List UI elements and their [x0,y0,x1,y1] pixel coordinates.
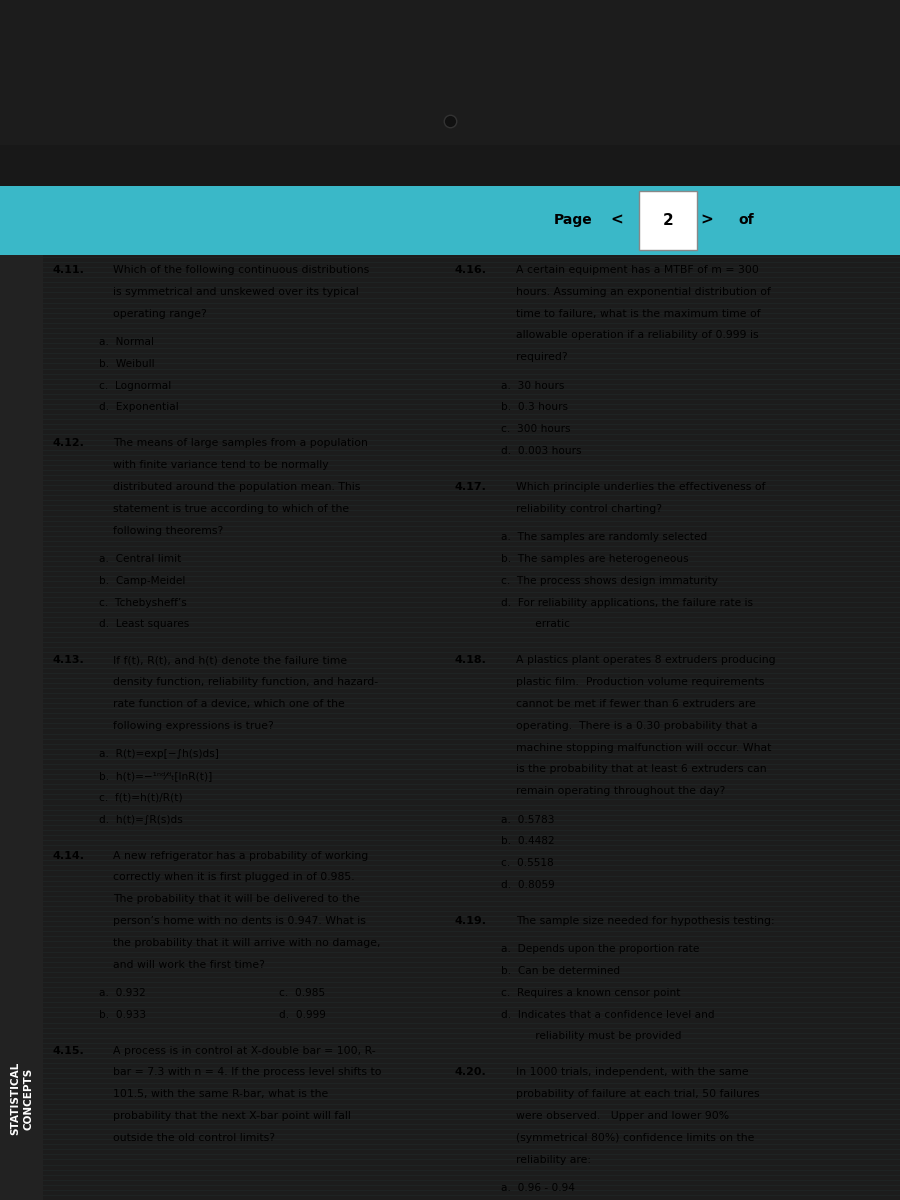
Text: d.  For reliability applications, the failure rate is: d. For reliability applications, the fai… [501,598,753,607]
Text: 4.13.: 4.13. [52,655,84,665]
Text: d.  Exponential: d. Exponential [99,402,179,413]
Text: d.  0.003 hours: d. 0.003 hours [501,446,581,456]
Text: b.  Camp-Meidel: b. Camp-Meidel [99,576,185,586]
Text: time to failure, what is the maximum time of: time to failure, what is the maximum tim… [516,308,760,319]
Text: the probability that it will arrive with no damage,: the probability that it will arrive with… [113,937,381,948]
Text: 4.12.: 4.12. [52,438,84,449]
Text: density function, reliability function, and hazard-: density function, reliability function, … [113,677,379,688]
Text: a.  0.932: a. 0.932 [99,988,146,998]
Text: a.  Normal: a. Normal [99,337,154,347]
Text: operating.  There is a 0.30 probability that a: operating. There is a 0.30 probability t… [516,721,757,731]
Text: is symmetrical and unskewed over its typical: is symmetrical and unskewed over its typ… [113,287,359,296]
Text: b.  0.933: b. 0.933 [99,1009,146,1020]
Text: c.  f(t)=h(t)/R(t): c. f(t)=h(t)/R(t) [99,793,183,803]
Text: probability of failure at each trial, 50 failures: probability of failure at each trial, 50… [516,1090,760,1099]
Text: Which principle underlies the effectiveness of: Which principle underlies the effectiven… [516,482,765,492]
Text: 4.11.: 4.11. [52,265,84,275]
Text: 4.16.: 4.16. [454,265,487,275]
Text: a.  0.96 - 0.94: a. 0.96 - 0.94 [501,1183,575,1193]
Text: reliability control charting?: reliability control charting? [516,504,662,514]
Text: rate function of a device, which one of the: rate function of a device, which one of … [113,698,345,709]
Text: b.  0.4482: b. 0.4482 [501,836,555,846]
Text: following theorems?: following theorems? [113,526,223,535]
Text: remain operating throughout the day?: remain operating throughout the day? [516,786,724,796]
Text: a.  R(t)=exp[−∫h(s)ds]: a. R(t)=exp[−∫h(s)ds] [99,749,219,760]
Text: d.  Least squares: d. Least squares [99,619,189,629]
Text: d.  0.999: d. 0.999 [279,1009,326,1020]
Text: distributed around the population mean. This: distributed around the population mean. … [113,482,361,492]
Text: following expressions is true?: following expressions is true? [113,721,274,731]
Text: >: > [700,212,713,228]
Text: erratic: erratic [515,619,570,629]
Text: 4.17.: 4.17. [454,482,486,492]
Text: d.  0.8059: d. 0.8059 [501,880,555,890]
Text: b.  h(t)=−¹ⁿᵈ⁄ᵈₜ[lnR(t)]: b. h(t)=−¹ⁿᵈ⁄ᵈₜ[lnR(t)] [99,770,212,781]
Text: probability that the next X-bar point will fall: probability that the next X-bar point wi… [113,1111,351,1121]
Text: <: < [610,212,623,228]
Text: If f(t), R(t), and h(t) denote the failure time: If f(t), R(t), and h(t) denote the failu… [113,655,347,665]
Text: person’s home with no dents is 0.947. What is: person’s home with no dents is 0.947. Wh… [113,916,366,926]
Text: were observed.   Upper and lower 90%: were observed. Upper and lower 90% [516,1111,729,1121]
Text: d.  h(t)=∫R(s)ds: d. h(t)=∫R(s)ds [99,815,183,824]
Text: a.  The samples are randomly selected: a. The samples are randomly selected [501,532,707,542]
Text: required?: required? [516,353,567,362]
Text: allowable operation if a reliability of 0.999 is: allowable operation if a reliability of … [516,330,759,341]
Text: Which of the following continuous distributions: Which of the following continuous distri… [113,265,370,275]
Text: The sample size needed for hypothesis testing:: The sample size needed for hypothesis te… [516,916,774,926]
Text: 4.19.: 4.19. [454,916,487,926]
Text: A new refrigerator has a probability of working: A new refrigerator has a probability of … [113,851,369,860]
Text: c.  Tchebysheff’s: c. Tchebysheff’s [99,598,187,607]
Text: plastic film.  Production volume requirements: plastic film. Production volume requirem… [516,677,764,688]
Text: c.  Requires a known censor point: c. Requires a known censor point [501,988,680,998]
Text: a.  Depends upon the proportion rate: a. Depends upon the proportion rate [501,944,699,954]
FancyBboxPatch shape [0,254,43,1200]
Text: A process is in control at X-double bar = 100, R-: A process is in control at X-double bar … [113,1045,376,1056]
Text: A plastics plant operates 8 extruders producing: A plastics plant operates 8 extruders pr… [516,655,775,665]
Text: 4.20.: 4.20. [454,1068,486,1078]
Text: 4.15.: 4.15. [52,1045,84,1056]
Text: with finite variance tend to be normally: with finite variance tend to be normally [113,461,329,470]
Text: reliability must be provided: reliability must be provided [515,1032,681,1042]
Text: a.  Central limit: a. Central limit [99,554,182,564]
Text: 4.14.: 4.14. [52,851,85,860]
Text: c.  0.5518: c. 0.5518 [501,858,554,868]
Text: Page: Page [554,214,592,228]
Text: operating range?: operating range? [113,308,207,319]
Text: correctly when it is first plugged in of 0.985.: correctly when it is first plugged in of… [113,872,355,882]
Text: b.  The samples are heterogeneous: b. The samples are heterogeneous [501,554,688,564]
Text: 2: 2 [663,212,673,228]
Text: In 1000 trials, independent, with the same: In 1000 trials, independent, with the sa… [516,1068,748,1078]
Text: c.  300 hours: c. 300 hours [501,425,571,434]
Text: STATISTICAL
CONCEPTS: STATISTICAL CONCEPTS [10,1062,33,1135]
Text: is the probability that at least 6 extruders can: is the probability that at least 6 extru… [516,764,766,774]
Text: statement is true according to which of the: statement is true according to which of … [113,504,349,514]
Text: a.  30 hours: a. 30 hours [501,380,564,391]
Text: machine stopping malfunction will occur. What: machine stopping malfunction will occur.… [516,743,771,752]
FancyBboxPatch shape [639,191,698,251]
FancyBboxPatch shape [0,186,900,254]
Text: outside the old control limits?: outside the old control limits? [113,1133,275,1142]
FancyBboxPatch shape [0,145,900,186]
Text: of: of [738,214,753,228]
Text: c.  The process shows design immaturity: c. The process shows design immaturity [501,576,718,586]
Text: c.  Lognormal: c. Lognormal [99,380,171,391]
Text: and will work the first time?: and will work the first time? [113,960,266,970]
Text: hours. Assuming an exponential distribution of: hours. Assuming an exponential distribut… [516,287,770,296]
Text: bar = 7.3 with n = 4. If the process level shifts to: bar = 7.3 with n = 4. If the process lev… [113,1068,382,1078]
Text: (symmetrical 80%) confidence limits on the: (symmetrical 80%) confidence limits on t… [516,1133,754,1142]
Text: d.  Indicates that a confidence level and: d. Indicates that a confidence level and [501,1009,715,1020]
Text: A certain equipment has a MTBF of m = 300: A certain equipment has a MTBF of m = 30… [516,265,759,275]
Text: 4.18.: 4.18. [454,655,486,665]
Text: cannot be met if fewer than 6 extruders are: cannot be met if fewer than 6 extruders … [516,698,756,709]
Text: a.  0.5783: a. 0.5783 [501,815,554,824]
Text: b.  Weibull: b. Weibull [99,359,155,368]
Text: The means of large samples from a population: The means of large samples from a popula… [113,438,368,449]
Text: b.  Can be determined: b. Can be determined [501,966,620,976]
Text: reliability are:: reliability are: [516,1154,590,1165]
Text: 101.5, with the same R-bar, what is the: 101.5, with the same R-bar, what is the [113,1090,328,1099]
Text: c.  0.985: c. 0.985 [279,988,325,998]
Text: b.  0.3 hours: b. 0.3 hours [501,402,568,413]
Text: The probability that it will be delivered to the: The probability that it will be delivere… [113,894,360,904]
